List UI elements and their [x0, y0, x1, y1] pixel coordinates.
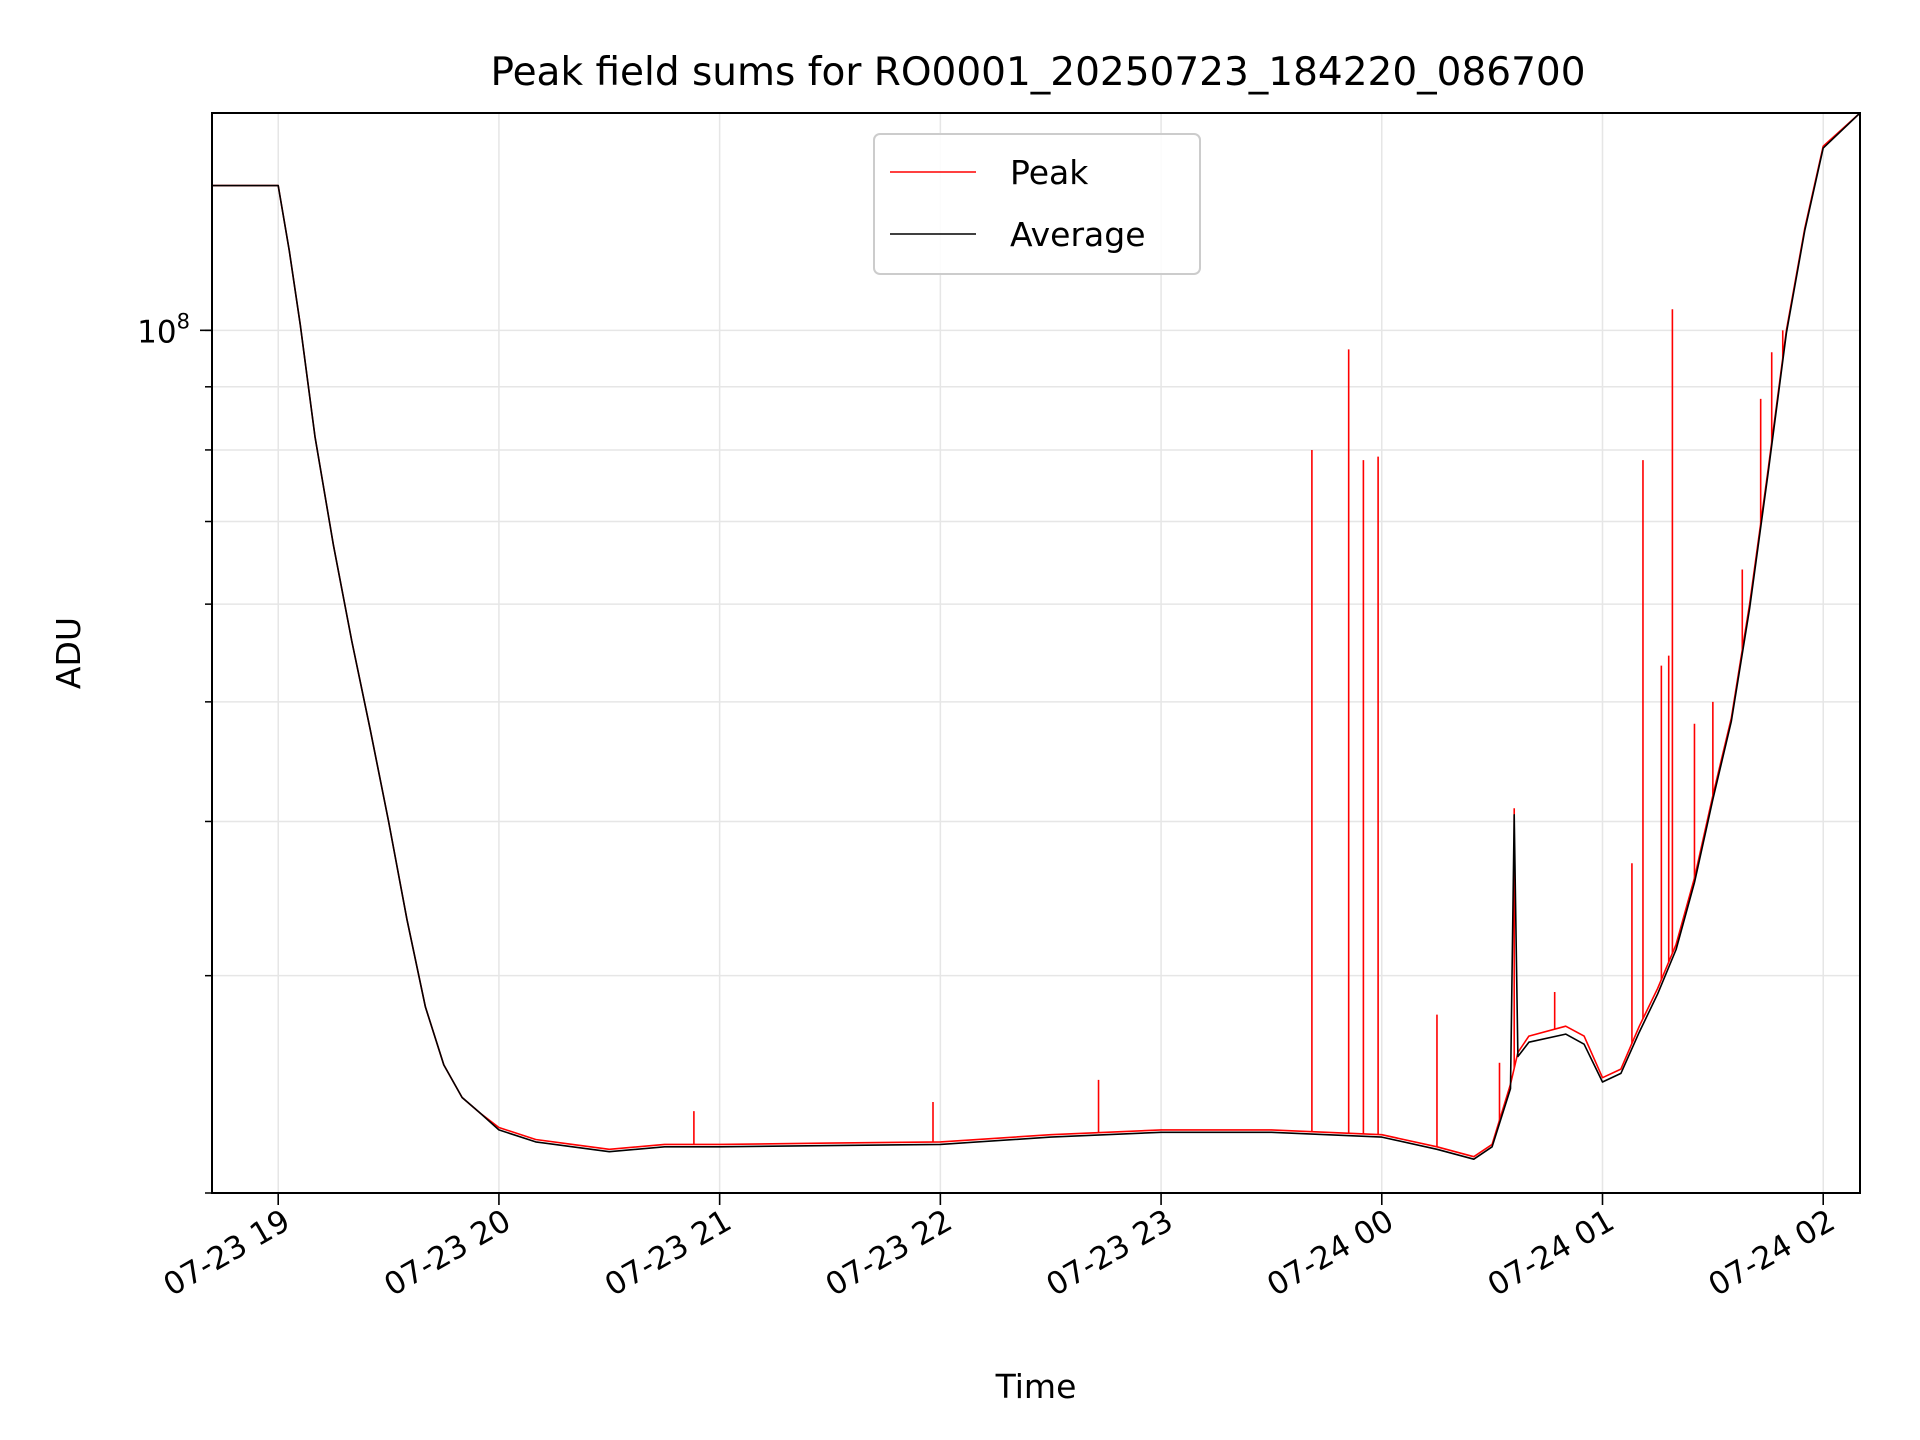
- series-layer: [212, 112, 1861, 1160]
- plot-frame: [211, 112, 1861, 1194]
- legend-label-average: Average: [1010, 215, 1146, 254]
- y-axis-label: ADU: [49, 617, 88, 689]
- x-axis-label: Time: [995, 1367, 1077, 1406]
- chart-title: Peak field sums for RO0001_20250723_1842…: [490, 50, 1585, 95]
- legend: Peak Average: [873, 133, 1201, 275]
- series-line-average: [212, 112, 1861, 1160]
- legend-box: [873, 133, 1201, 275]
- grid: [212, 113, 1860, 1194]
- legend-label-peak: Peak: [1010, 153, 1089, 192]
